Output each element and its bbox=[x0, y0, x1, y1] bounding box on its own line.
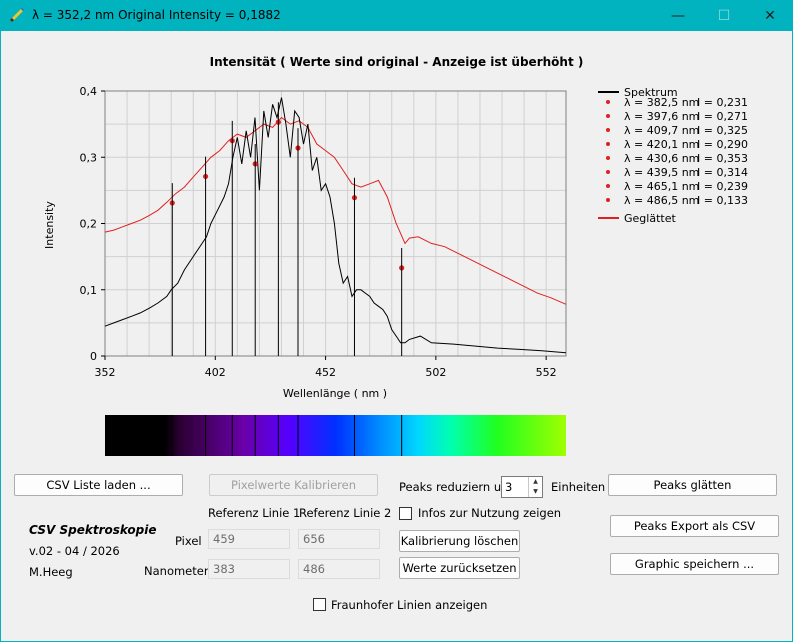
pixel1-input[interactable]: 459 bbox=[208, 529, 290, 549]
nm2-input[interactable]: 486 bbox=[298, 559, 380, 579]
legend-peak-intensity: I = 0,290 bbox=[697, 138, 748, 151]
x-tick-label: 402 bbox=[205, 366, 226, 379]
app-name: CSV Spektroskopie bbox=[29, 523, 157, 537]
window-title: λ = 352,2 nm Original Intensity = 0,1882 bbox=[32, 8, 281, 22]
legend-peak-dot bbox=[606, 128, 610, 132]
x-tick-label: 502 bbox=[425, 366, 446, 379]
minimize-button[interactable]: — bbox=[671, 7, 685, 24]
stepper-up-icon[interactable]: ▲ bbox=[528, 477, 542, 487]
legend-peak-wavelength: λ = 382,5 nm bbox=[624, 96, 699, 109]
close-button[interactable]: ✕ bbox=[764, 7, 776, 24]
peaks-smooth-button[interactable]: Peaks glätten bbox=[608, 474, 777, 496]
legend-peak-intensity: I = 0,239 bbox=[697, 180, 748, 193]
legend-peak-wavelength: λ = 486,5 nm bbox=[624, 194, 699, 207]
peaks-reduce-label: Peaks reduziern um bbox=[399, 480, 513, 494]
nanometer-label: Nanometer bbox=[144, 564, 209, 578]
legend-peak-wavelength: λ = 409,7 nm bbox=[624, 124, 699, 137]
client-area: Intensität ( Werte sind original - Anzei… bbox=[1, 31, 792, 641]
x-tick-label: 352 bbox=[95, 366, 116, 379]
legend-peak-dot bbox=[606, 156, 610, 160]
peaks-export-button[interactable]: Peaks Export als CSV bbox=[610, 515, 779, 537]
maximize-button[interactable]: ☐ bbox=[717, 7, 731, 24]
y-axis-label: Intensity bbox=[43, 201, 56, 249]
nm1-input[interactable]: 383 bbox=[208, 559, 290, 579]
y-tick-label: 0,3 bbox=[80, 151, 98, 164]
calibrate-button[interactable]: Pixelwerte Kalibrieren bbox=[209, 474, 378, 496]
ref-line1-label: Referenz Linie 1 bbox=[208, 506, 301, 520]
legend-peak-intensity: I = 0,271 bbox=[697, 110, 748, 123]
fraunhofer-checkbox-label[interactable]: Fraunhofer Linien anzeigen bbox=[331, 598, 488, 612]
legend-smoothed-label: Geglättet bbox=[624, 212, 676, 225]
x-tick-label: 452 bbox=[315, 366, 336, 379]
stepper-down-icon[interactable]: ▼ bbox=[528, 487, 542, 497]
peaks-reduce-stepper[interactable]: 3 ▲ ▼ bbox=[501, 476, 543, 498]
pixel-label: Pixel bbox=[175, 534, 202, 548]
graphic-save-button[interactable]: Graphic speichern ... bbox=[610, 553, 779, 575]
legend-peak-wavelength: λ = 439,5 nm bbox=[624, 166, 699, 179]
y-tick-label: 0,1 bbox=[80, 284, 98, 297]
csv-load-button[interactable]: CSV Liste laden ... bbox=[14, 474, 183, 496]
y-axis: 0 0,1 0,2 0,3 0,4 bbox=[80, 85, 105, 363]
legend-peak-wavelength: λ = 397,6 nm bbox=[624, 110, 699, 123]
fraunhofer-checkbox[interactable] bbox=[313, 598, 326, 611]
x-axis-label: Wellenlänge ( nm ) bbox=[283, 387, 387, 400]
spectrum-series-line bbox=[104, 97, 567, 354]
legend-spectrum-label: Spektrum bbox=[624, 86, 678, 99]
x-axis: 352 402 452 502 552 bbox=[95, 356, 557, 379]
legend-peak-dot bbox=[606, 170, 610, 174]
spectrum-color-bar bbox=[105, 415, 566, 456]
pencil-icon bbox=[9, 7, 25, 23]
chart-title: Intensität ( Werte sind original - Anzei… bbox=[209, 55, 584, 69]
legend-peak-intensity: I = 0,314 bbox=[697, 166, 748, 179]
legend-peak-intensity: I = 0,353 bbox=[697, 152, 748, 165]
x-tick-label: 552 bbox=[536, 366, 557, 379]
y-tick-label: 0,4 bbox=[80, 85, 98, 98]
info-checkbox[interactable] bbox=[399, 507, 412, 520]
legend-peak-dot bbox=[606, 184, 610, 188]
chart-grid bbox=[105, 90, 566, 356]
legend-peak-dot bbox=[606, 198, 610, 202]
legend-peak-dot bbox=[606, 142, 610, 146]
ref-line2-label: Referenz Linie 2 bbox=[299, 506, 392, 520]
info-checkbox-label[interactable]: Infos zur Nutzung zeigen bbox=[418, 506, 562, 520]
legend-peak-wavelength: λ = 420,1 nm bbox=[624, 138, 699, 151]
peaks-reduce-value: 3 bbox=[505, 480, 513, 494]
legend-peak-wavelength: λ = 465,1 nm bbox=[624, 180, 699, 193]
spectral-lines bbox=[171, 415, 403, 456]
legend-peak-intensity: I = 0,133 bbox=[697, 194, 748, 207]
legend-peak-intensity: I = 0,231 bbox=[697, 96, 748, 109]
smoothed-series-line bbox=[104, 116, 567, 305]
legend-peak-dot bbox=[606, 114, 610, 118]
legend-peak-wavelength: λ = 430,6 nm bbox=[624, 152, 699, 165]
y-tick-label: 0 bbox=[90, 350, 97, 363]
peak-markers bbox=[169, 102, 405, 356]
title-bar[interactable]: λ = 352,2 nm Original Intensity = 0,1882… bbox=[0, 0, 793, 31]
y-tick-label: 0,2 bbox=[80, 218, 98, 231]
spectrum-chart[interactable]: 0 0,1 0,2 0,3 0,4 352 402 452 502 552 Wellenläng… bbox=[1, 31, 792, 471]
legend-peak-intensity: I = 0,325 bbox=[697, 124, 748, 137]
version-text: v.02 - 04 / 2026 bbox=[29, 544, 120, 558]
legend-peak-dot bbox=[606, 100, 610, 104]
units-label: Einheiten bbox=[551, 480, 606, 494]
pixel2-input[interactable]: 656 bbox=[298, 529, 380, 549]
reset-values-button[interactable]: Werte zurücksetzen bbox=[399, 557, 520, 579]
author-text: M.Heeg bbox=[29, 565, 73, 579]
clear-calibration-button[interactable]: Kalibrierung löschen bbox=[399, 530, 520, 552]
